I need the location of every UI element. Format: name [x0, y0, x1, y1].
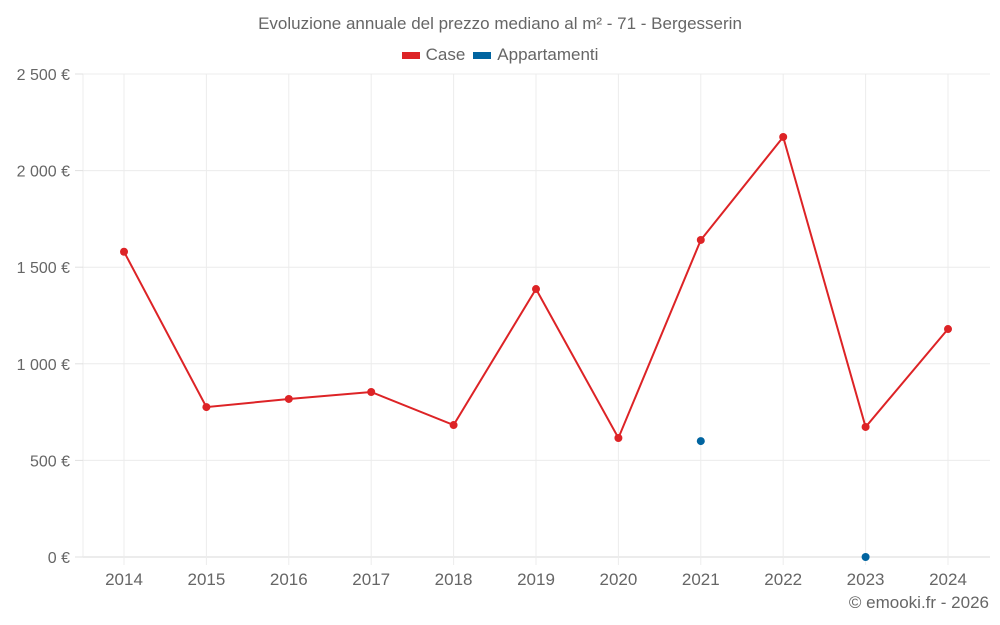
data-point-case[interactable] — [532, 285, 540, 294]
x-tick-label: 2015 — [187, 570, 225, 589]
data-point-appartamenti[interactable] — [696, 437, 705, 446]
x-tick-label: 2023 — [847, 570, 885, 589]
x-tick-label: 2024 — [929, 570, 967, 589]
x-tick-label: 2021 — [682, 570, 720, 589]
y-tick-label: 2 000 € — [17, 164, 70, 181]
x-tick-label: 2020 — [599, 570, 637, 589]
data-point-case[interactable] — [696, 235, 705, 244]
legend-label-appartamenti: Appartamenti — [497, 45, 599, 64]
data-point-case[interactable] — [120, 247, 128, 256]
legend-swatch-appartamenti-icon — [473, 51, 492, 59]
legend-swatch-case-icon — [401, 51, 420, 59]
legend-label-case: Case — [425, 45, 466, 64]
x-tick-label: 2016 — [270, 570, 308, 589]
chart-title: Evoluzione annuale del prezzo mediano al… — [258, 14, 742, 33]
legend-item-case[interactable]: Case — [401, 45, 466, 65]
y-tick-label: 500 € — [30, 453, 70, 470]
y-axis: 0 € 500 € 1 000 € 1 500 € 2 000 € 2 500 € — [17, 67, 83, 567]
data-series — [120, 132, 952, 561]
data-point-case[interactable] — [284, 394, 293, 403]
x-tick-label: 2014 — [105, 570, 143, 589]
y-tick-label: 1 500 € — [17, 260, 70, 277]
data-point-case[interactable] — [367, 388, 376, 397]
data-point-case[interactable] — [449, 421, 458, 430]
x-axis: 2014 2015 2016 2017 2018 2019 2020 2021 2022 2023… — [105, 570, 967, 589]
data-point-appartamenti[interactable] — [861, 553, 870, 561]
x-tick-label: 2019 — [517, 570, 555, 589]
data-point-case[interactable] — [861, 422, 870, 431]
x-tick-label: 2018 — [435, 570, 473, 589]
chart-legend: Case Appartamenti — [0, 45, 1000, 65]
data-point-case[interactable] — [614, 433, 623, 442]
x-tick-label: 2022 — [764, 570, 802, 589]
grid-lines — [82, 73, 990, 565]
y-tick-label: 2 500 € — [17, 67, 70, 84]
y-tick-label: 0 € — [48, 550, 70, 567]
credit-text: © emooki.fr - 2026 — [848, 593, 989, 612]
x-tick-label: 2017 — [352, 570, 390, 589]
y-tick-label: 1 000 € — [17, 357, 70, 374]
data-point-case[interactable] — [779, 132, 788, 141]
legend-item-appartamenti[interactable]: Appartamenti — [473, 45, 598, 65]
data-point-case[interactable] — [202, 403, 211, 412]
data-point-case[interactable] — [944, 325, 952, 334]
